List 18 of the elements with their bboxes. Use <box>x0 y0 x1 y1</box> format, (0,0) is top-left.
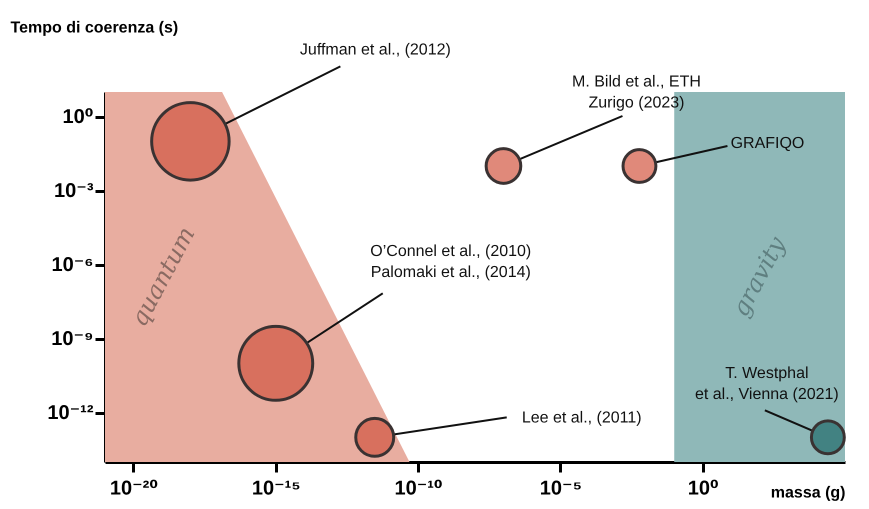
y-tick-label: 10⁻³ <box>54 180 94 202</box>
y-tick-label: 10⁻⁶ <box>51 254 94 276</box>
y-tick-label: 10⁻¹² <box>47 402 94 424</box>
annotation: Juffman et al., (2012) <box>300 41 451 58</box>
y-tick-label: 10⁰ <box>62 106 94 128</box>
annotation: Lee et al., (2011) <box>522 409 642 426</box>
x-tick-label: 10⁰ <box>688 478 719 500</box>
x-tick-label: 10⁻⁵ <box>540 478 582 500</box>
annotation: GRAFIQO <box>730 135 804 152</box>
x-tick-label: 10⁻¹⁵ <box>252 478 301 500</box>
y-tick-label: 10⁻⁹ <box>51 328 94 350</box>
x-axis-title: massa (g) <box>770 484 846 502</box>
annotation: M. Bild et al., ETH Zurigo (2023) <box>572 74 701 112</box>
annotation: O’Connel et al., (2010) Palomaki et al., (2014) <box>370 242 532 281</box>
annotation: T. Westphal et al., Vienna (2021) <box>694 364 839 403</box>
x-tick-label: 10⁻¹⁰ <box>394 478 443 500</box>
y-axis-title: Tempo di coerenza (s) <box>10 20 178 36</box>
x-tick-label: 10⁻²⁰ <box>110 478 158 500</box>
